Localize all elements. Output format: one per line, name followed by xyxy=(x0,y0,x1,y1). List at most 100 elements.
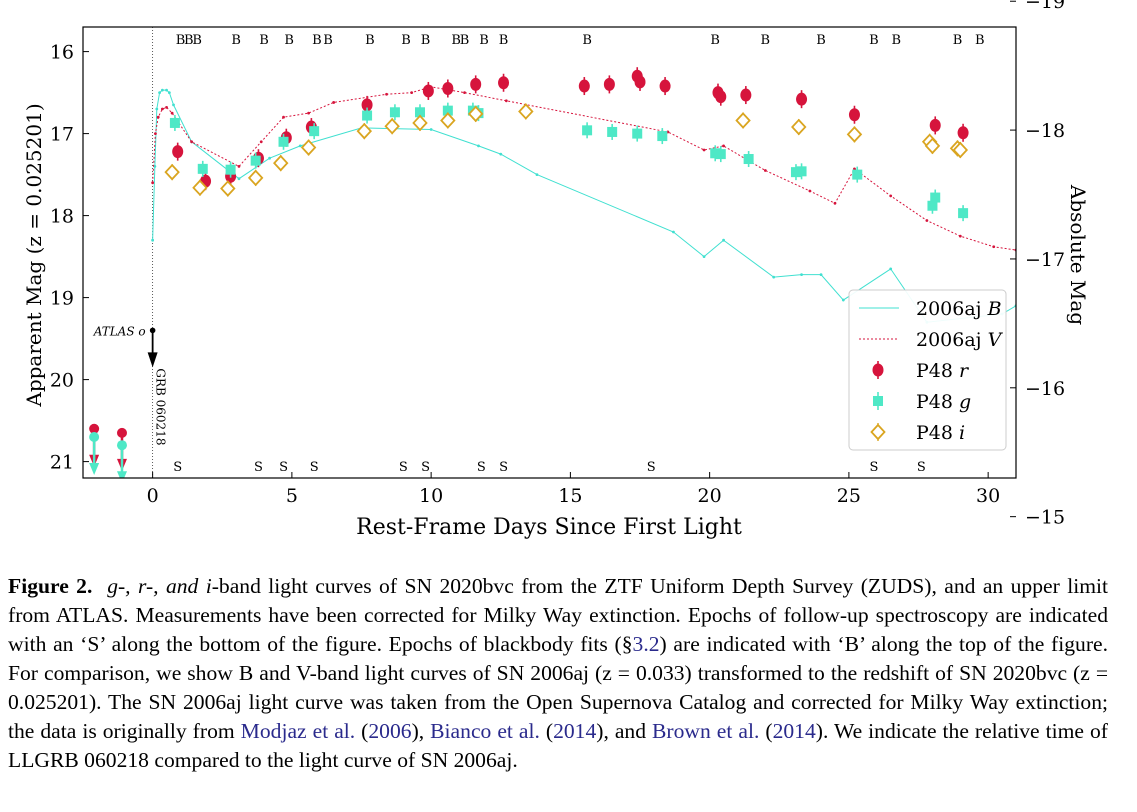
r-point xyxy=(361,98,373,112)
legend-label-name: P48 xyxy=(916,391,959,413)
r-point xyxy=(578,79,590,93)
plot-frame xyxy=(82,26,1017,479)
g-point xyxy=(958,208,969,219)
series-line-point xyxy=(992,245,996,249)
i-point xyxy=(247,169,264,187)
y2-tick-label: −15 xyxy=(1025,507,1065,529)
r-point xyxy=(172,145,184,159)
series-line-point xyxy=(190,140,194,144)
cite-brown-link[interactable]: Brown et al. xyxy=(652,719,760,743)
y-tick-label: 17 xyxy=(50,124,74,146)
legend-label: P48 r xyxy=(916,360,970,382)
y2-tick-label: −16 xyxy=(1025,378,1065,400)
r-point xyxy=(498,76,510,90)
series-line-point xyxy=(889,194,893,198)
r-point xyxy=(715,90,727,104)
axes: 0 5 10 15 20 25 30 16 17 18 19 20 21 −19 −18 −17 −16 −15 xyxy=(50,0,1065,529)
blackbody-epoch-marker: B xyxy=(499,33,509,48)
g-point xyxy=(715,149,726,160)
series-line-point xyxy=(808,189,812,193)
r-point xyxy=(848,108,860,122)
r-point xyxy=(796,92,808,106)
legend-swatch-g xyxy=(873,396,883,406)
series-line-point xyxy=(282,115,285,119)
upper-limit-arrowhead xyxy=(116,471,127,478)
r-point xyxy=(929,118,941,132)
cite-modjaz-link[interactable]: Modjaz et al. xyxy=(240,719,356,743)
i-point xyxy=(924,137,941,155)
x-tick-label: 10 xyxy=(419,485,443,507)
g-point xyxy=(743,154,754,165)
spectrum-epoch-marker: S xyxy=(917,460,926,475)
blackbody-epoch-marker: B xyxy=(192,33,202,48)
r-point xyxy=(422,84,434,98)
series-line-0 xyxy=(152,89,1016,323)
caption-text-1: -band light curves of SN 2020bvc from th… xyxy=(8,574,1108,656)
blackbody-epoch-marker: B xyxy=(401,33,411,48)
caption-text-2: ) are indicated with ‘B’ along the top o… xyxy=(8,632,1108,743)
series-line-point xyxy=(332,101,336,104)
blackbody-epoch-marker: B xyxy=(312,33,322,48)
series-line-point xyxy=(841,298,845,302)
cite-bianco-year-link[interactable]: 2014 xyxy=(553,719,597,743)
g-point xyxy=(582,125,593,136)
r-point xyxy=(740,88,752,102)
y2-tick-label: −17 xyxy=(1025,249,1065,271)
spectrum-epoch-marker: S xyxy=(421,460,430,475)
legend-label-name: 2006aj xyxy=(916,329,988,351)
legend-label-band: g xyxy=(959,391,971,413)
series-line-point xyxy=(154,132,157,136)
series-line-point xyxy=(702,148,706,152)
i-point xyxy=(164,163,180,181)
caption-text-3: . We indicate the relative time of LLGRB… xyxy=(8,719,1108,772)
series-line-point xyxy=(298,144,302,148)
series-line-point xyxy=(535,173,539,177)
legend-label: 2006aj B xyxy=(916,298,1002,320)
series-line-point xyxy=(172,103,175,107)
legend-label-band: r xyxy=(959,360,970,382)
series-line-point xyxy=(958,234,962,238)
i-point xyxy=(791,118,807,136)
i-point xyxy=(467,105,484,123)
x-tick-label: 5 xyxy=(286,485,298,507)
series-line-point xyxy=(889,267,893,271)
g-point xyxy=(362,110,373,121)
spectrum-epoch-marker: S xyxy=(310,460,319,475)
blackbody-epoch-marker: B xyxy=(184,33,194,48)
section-ref-link[interactable]: 3.2 xyxy=(632,632,660,656)
figure-caption: Figure 2. g-, r-, and i-band light curve… xyxy=(8,574,1108,772)
caption-bands: g-, r-, and i xyxy=(107,574,212,598)
g-point xyxy=(309,126,320,137)
g-point xyxy=(250,155,261,166)
g-point xyxy=(852,169,863,180)
i-point xyxy=(300,139,317,156)
series-line-point xyxy=(153,165,157,168)
series-line-point xyxy=(165,88,168,92)
series-line-point xyxy=(268,156,271,160)
y-tick-label: 20 xyxy=(50,370,74,392)
i-point xyxy=(846,126,863,143)
upper-limit-arrowhead xyxy=(89,463,100,475)
atlas-arrowhead xyxy=(147,352,158,368)
blackbody-epoch-marker: B xyxy=(421,33,431,48)
blackbody-epoch-marker: B xyxy=(953,33,963,48)
i-point xyxy=(384,117,400,135)
g-point xyxy=(607,126,618,137)
cite-modjaz-year-link[interactable]: 2006 xyxy=(368,719,412,743)
i-point xyxy=(518,103,534,120)
series-line-point xyxy=(429,128,433,131)
y-axis-label-right: Absolute Mag xyxy=(1066,184,1090,325)
spectrum-epoch-marker: S xyxy=(279,460,288,475)
blackbody-epoch-marker: B xyxy=(451,33,461,48)
g-point xyxy=(414,107,425,118)
r-point xyxy=(470,77,482,91)
series-line-point xyxy=(165,105,168,109)
cite-brown-year-link[interactable]: 2014 xyxy=(772,719,816,743)
spectrum-epoch-marker: S xyxy=(870,460,879,475)
blackbody-epoch-marker: B xyxy=(761,33,771,48)
series-line-point xyxy=(160,107,164,111)
series-line-point xyxy=(853,167,856,171)
cite-bianco-link[interactable]: Bianco et al. xyxy=(430,719,540,743)
